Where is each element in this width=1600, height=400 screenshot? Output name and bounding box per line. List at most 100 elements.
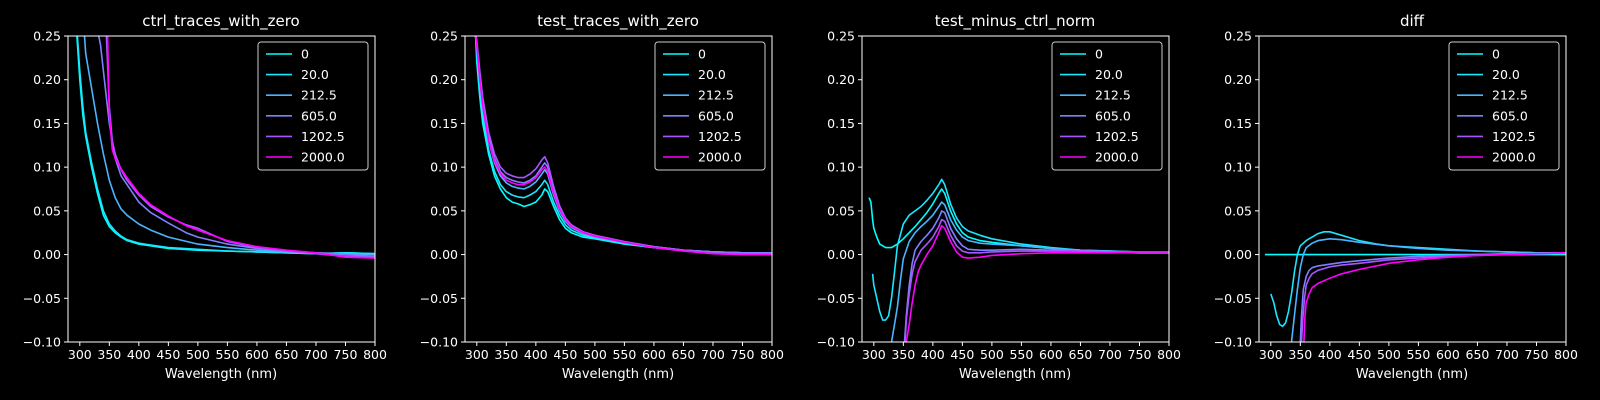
legend-label: 1202.5 bbox=[1492, 129, 1536, 144]
x-tick-label: 700 bbox=[304, 347, 328, 362]
y-tick-label: −0.10 bbox=[23, 335, 61, 350]
axes-frame bbox=[861, 35, 1170, 343]
x-tick-label: 600 bbox=[1436, 347, 1460, 362]
y-tick-label: 0.15 bbox=[33, 116, 61, 131]
legend-label: 2000.0 bbox=[1095, 150, 1139, 165]
x-tick-label: 500 bbox=[583, 347, 607, 362]
x-tick-label: 700 bbox=[1098, 347, 1122, 362]
y-tick-label: 0.05 bbox=[1224, 203, 1252, 218]
y-tick-label: 0.05 bbox=[827, 203, 855, 218]
legend-label: 0 bbox=[698, 47, 706, 62]
legend: 0 20.0 212.5 605.0 1202.5 2000.0 bbox=[654, 41, 766, 171]
y-tick-label: 0.20 bbox=[1224, 72, 1252, 87]
x-tick-label: 600 bbox=[642, 347, 666, 362]
x-tick-label: 550 bbox=[612, 347, 636, 362]
series-line-1202-5 bbox=[474, 36, 772, 255]
y-tick-label: 0.10 bbox=[827, 160, 855, 175]
y-tick-label: 0.00 bbox=[430, 247, 458, 262]
chart-title: test_traces_with_zero bbox=[537, 12, 699, 31]
legend-label: 212.5 bbox=[698, 88, 734, 103]
legend-label: 2000.0 bbox=[301, 150, 345, 165]
x-tick-label: 650 bbox=[672, 347, 696, 362]
series-line-2000-0 bbox=[905, 224, 1169, 342]
subplot-1: ctrl_traces_with_zero Wavelength (nm) 30… bbox=[23, 12, 387, 382]
y-tick-label: 0.00 bbox=[33, 247, 61, 262]
x-tick-label: 800 bbox=[363, 347, 387, 362]
y-tick-label: 0.10 bbox=[1224, 160, 1252, 175]
x-tick-label: 800 bbox=[1554, 347, 1578, 362]
x-tick-label: 650 bbox=[1466, 347, 1490, 362]
y-tick-label: 0.15 bbox=[827, 116, 855, 131]
y-tick-label: 0.00 bbox=[827, 247, 855, 262]
y-tick-label: −0.10 bbox=[817, 335, 855, 350]
legend: 0 20.0 212.5 605.0 1202.5 2000.0 bbox=[1051, 41, 1163, 171]
legend-label: 0 bbox=[301, 47, 309, 62]
chart-title: ctrl_traces_with_zero bbox=[142, 12, 299, 31]
legend-label: 1202.5 bbox=[698, 129, 742, 144]
series-line-20-0 bbox=[1270, 231, 1566, 328]
x-tick-label: 400 bbox=[127, 347, 151, 362]
x-tick-label: 400 bbox=[1318, 347, 1342, 362]
series-line-212-5 bbox=[1290, 238, 1566, 342]
legend-label: 1202.5 bbox=[301, 129, 345, 144]
y-tick-label: 0.25 bbox=[827, 29, 855, 44]
x-tick-label: 500 bbox=[1377, 347, 1401, 362]
x-tick-label: 600 bbox=[1039, 347, 1063, 362]
y-tick-label: −0.05 bbox=[1214, 291, 1252, 306]
x-tick-label: 750 bbox=[731, 347, 755, 362]
legend: 0 20.0 212.5 605.0 1202.5 2000.0 bbox=[257, 41, 369, 171]
legend-label: 0 bbox=[1492, 47, 1500, 62]
axes-frame bbox=[1258, 35, 1567, 343]
series-line-20-0 bbox=[76, 36, 375, 255]
series-group bbox=[76, 36, 375, 259]
y-tick-label: 0.25 bbox=[430, 29, 458, 44]
subplot-2: test_traces_with_zero Wavelength (nm) 30… bbox=[420, 12, 784, 382]
series-line-2000-0 bbox=[1303, 252, 1566, 342]
axes-frame bbox=[67, 35, 376, 343]
x-tick-label: 300 bbox=[68, 347, 92, 362]
x-axis-label: Wavelength (nm) bbox=[165, 367, 277, 382]
y-tick-label: 0.25 bbox=[33, 29, 61, 44]
series-group bbox=[868, 178, 1169, 342]
chart-title: diff bbox=[1400, 12, 1425, 30]
x-tick-label: 650 bbox=[275, 347, 299, 362]
legend-label: 212.5 bbox=[1492, 88, 1528, 103]
y-tick-label: −0.10 bbox=[420, 335, 458, 350]
x-tick-label: 500 bbox=[186, 347, 210, 362]
x-tick-label: 300 bbox=[465, 347, 489, 362]
y-tick-label: 0.15 bbox=[430, 116, 458, 131]
x-tick-label: 750 bbox=[1525, 347, 1549, 362]
y-tick-label: 0.00 bbox=[1224, 247, 1252, 262]
legend-label: 20.0 bbox=[1492, 67, 1520, 82]
y-tick-label: 0.10 bbox=[430, 160, 458, 175]
subplot-3: test_minus_ctrl_norm Wavelength (nm) 300… bbox=[817, 12, 1181, 382]
x-tick-label: 750 bbox=[334, 347, 358, 362]
chart-title: test_minus_ctrl_norm bbox=[935, 12, 1096, 31]
y-tick-label: 0.20 bbox=[33, 72, 61, 87]
y-tick-label: 0.10 bbox=[33, 160, 61, 175]
x-axis-label: Wavelength (nm) bbox=[1356, 367, 1468, 382]
x-tick-label: 400 bbox=[921, 347, 945, 362]
x-tick-label: 550 bbox=[1009, 347, 1033, 362]
x-tick-label: 350 bbox=[891, 347, 915, 362]
y-tick-label: −0.05 bbox=[420, 291, 458, 306]
x-tick-label: 700 bbox=[1495, 347, 1519, 362]
legend: 0 20.0 212.5 605.0 1202.5 2000.0 bbox=[1448, 41, 1560, 171]
y-tick-label: −0.10 bbox=[1214, 335, 1252, 350]
series-line-212-5 bbox=[890, 201, 1169, 342]
legend-label: 20.0 bbox=[698, 67, 726, 82]
x-tick-label: 300 bbox=[862, 347, 886, 362]
legend-label: 0 bbox=[1095, 47, 1103, 62]
legend-label: 605.0 bbox=[1492, 108, 1528, 123]
x-tick-label: 550 bbox=[1406, 347, 1430, 362]
y-tick-label: 0.15 bbox=[1224, 116, 1252, 131]
x-tick-label: 800 bbox=[1157, 347, 1181, 362]
series-line-2000-0 bbox=[106, 36, 375, 259]
x-tick-label: 450 bbox=[1347, 347, 1371, 362]
legend-label: 212.5 bbox=[301, 88, 337, 103]
x-tick-label: 400 bbox=[524, 347, 548, 362]
y-tick-label: −0.05 bbox=[23, 291, 61, 306]
x-tick-label: 350 bbox=[494, 347, 518, 362]
